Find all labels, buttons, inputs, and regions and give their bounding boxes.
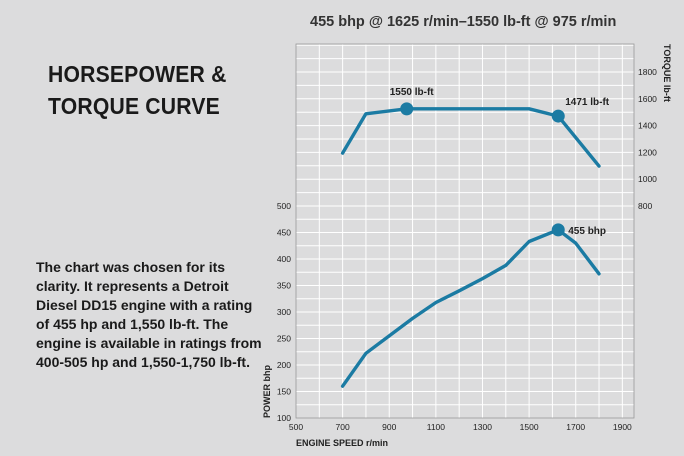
power-tick-label: 150 bbox=[277, 387, 291, 397]
torque-peak-marker bbox=[551, 109, 565, 123]
x-tick-label: 700 bbox=[336, 422, 350, 432]
torque-axis-label: TORQUE lb-ft bbox=[662, 44, 672, 102]
heading-line-1: HORSEPOWER & bbox=[48, 61, 227, 87]
x-axis-ticks: 500 700 900 1100 1300 1500 1700 1900 bbox=[289, 422, 632, 432]
plot-frame bbox=[295, 43, 635, 419]
torque-peak-marker bbox=[400, 102, 414, 116]
torque-tick-label: 800 bbox=[638, 201, 652, 211]
power-tick-label: 100 bbox=[277, 413, 291, 423]
power-peak-marker bbox=[551, 223, 565, 237]
torque-peak-label: 1471 lb-ft bbox=[565, 97, 610, 108]
x-axis-label: ENGINE SPEED r/min bbox=[296, 438, 388, 448]
power-tick-label: 400 bbox=[277, 254, 291, 264]
x-tick-label: 1100 bbox=[427, 422, 446, 432]
torque-axis-ticks: 800 1000 1200 1400 1600 1800 bbox=[638, 67, 657, 211]
x-tick-label: 900 bbox=[382, 422, 396, 432]
chart-grid bbox=[296, 44, 634, 418]
torque-tick-label: 1400 bbox=[638, 121, 657, 131]
power-tick-label: 300 bbox=[277, 307, 291, 317]
torque-tick-label: 1800 bbox=[638, 67, 657, 77]
torque-tick-label: 1600 bbox=[638, 94, 657, 104]
x-tick-label: 500 bbox=[289, 422, 303, 432]
power-tick-label: 200 bbox=[277, 360, 291, 370]
torque-curve bbox=[340, 107, 601, 168]
chart-heading: HORSEPOWER & TORQUE CURVE bbox=[48, 58, 227, 122]
torque-tick-label: 1000 bbox=[638, 174, 657, 184]
torque-tick-label: 1200 bbox=[638, 147, 657, 157]
x-tick-label: 1300 bbox=[473, 422, 492, 432]
power-axis-ticks: 100 150 200 250 300 350 400 450 500 bbox=[277, 201, 291, 423]
chart-headline: 455 bhp @ 1625 r/min–1550 lb-ft @ 975 r/… bbox=[310, 14, 617, 30]
heading-line-2: TORQUE CURVE bbox=[48, 93, 220, 119]
power-tick-label: 250 bbox=[277, 334, 291, 344]
callout-markers: 1550 lb-ft 1471 lb-ft 455 bhp bbox=[390, 87, 610, 237]
power-tick-label: 350 bbox=[277, 281, 291, 291]
x-tick-label: 1700 bbox=[566, 422, 585, 432]
x-tick-label: 1500 bbox=[520, 422, 539, 432]
power-tick-label: 450 bbox=[277, 228, 291, 238]
power-tick-label: 500 bbox=[277, 201, 291, 211]
power-axis-label: POWER bhp bbox=[262, 365, 272, 418]
plot-area bbox=[295, 43, 635, 419]
power-peak-label: 455 bhp bbox=[568, 226, 606, 237]
description-text: The chart was chosen for its clarity. It… bbox=[36, 259, 262, 370]
x-tick-label: 1900 bbox=[613, 422, 632, 432]
series-lines bbox=[340, 107, 601, 388]
power-curve bbox=[340, 228, 601, 388]
torque-peak-label: 1550 lb-ft bbox=[390, 87, 435, 98]
